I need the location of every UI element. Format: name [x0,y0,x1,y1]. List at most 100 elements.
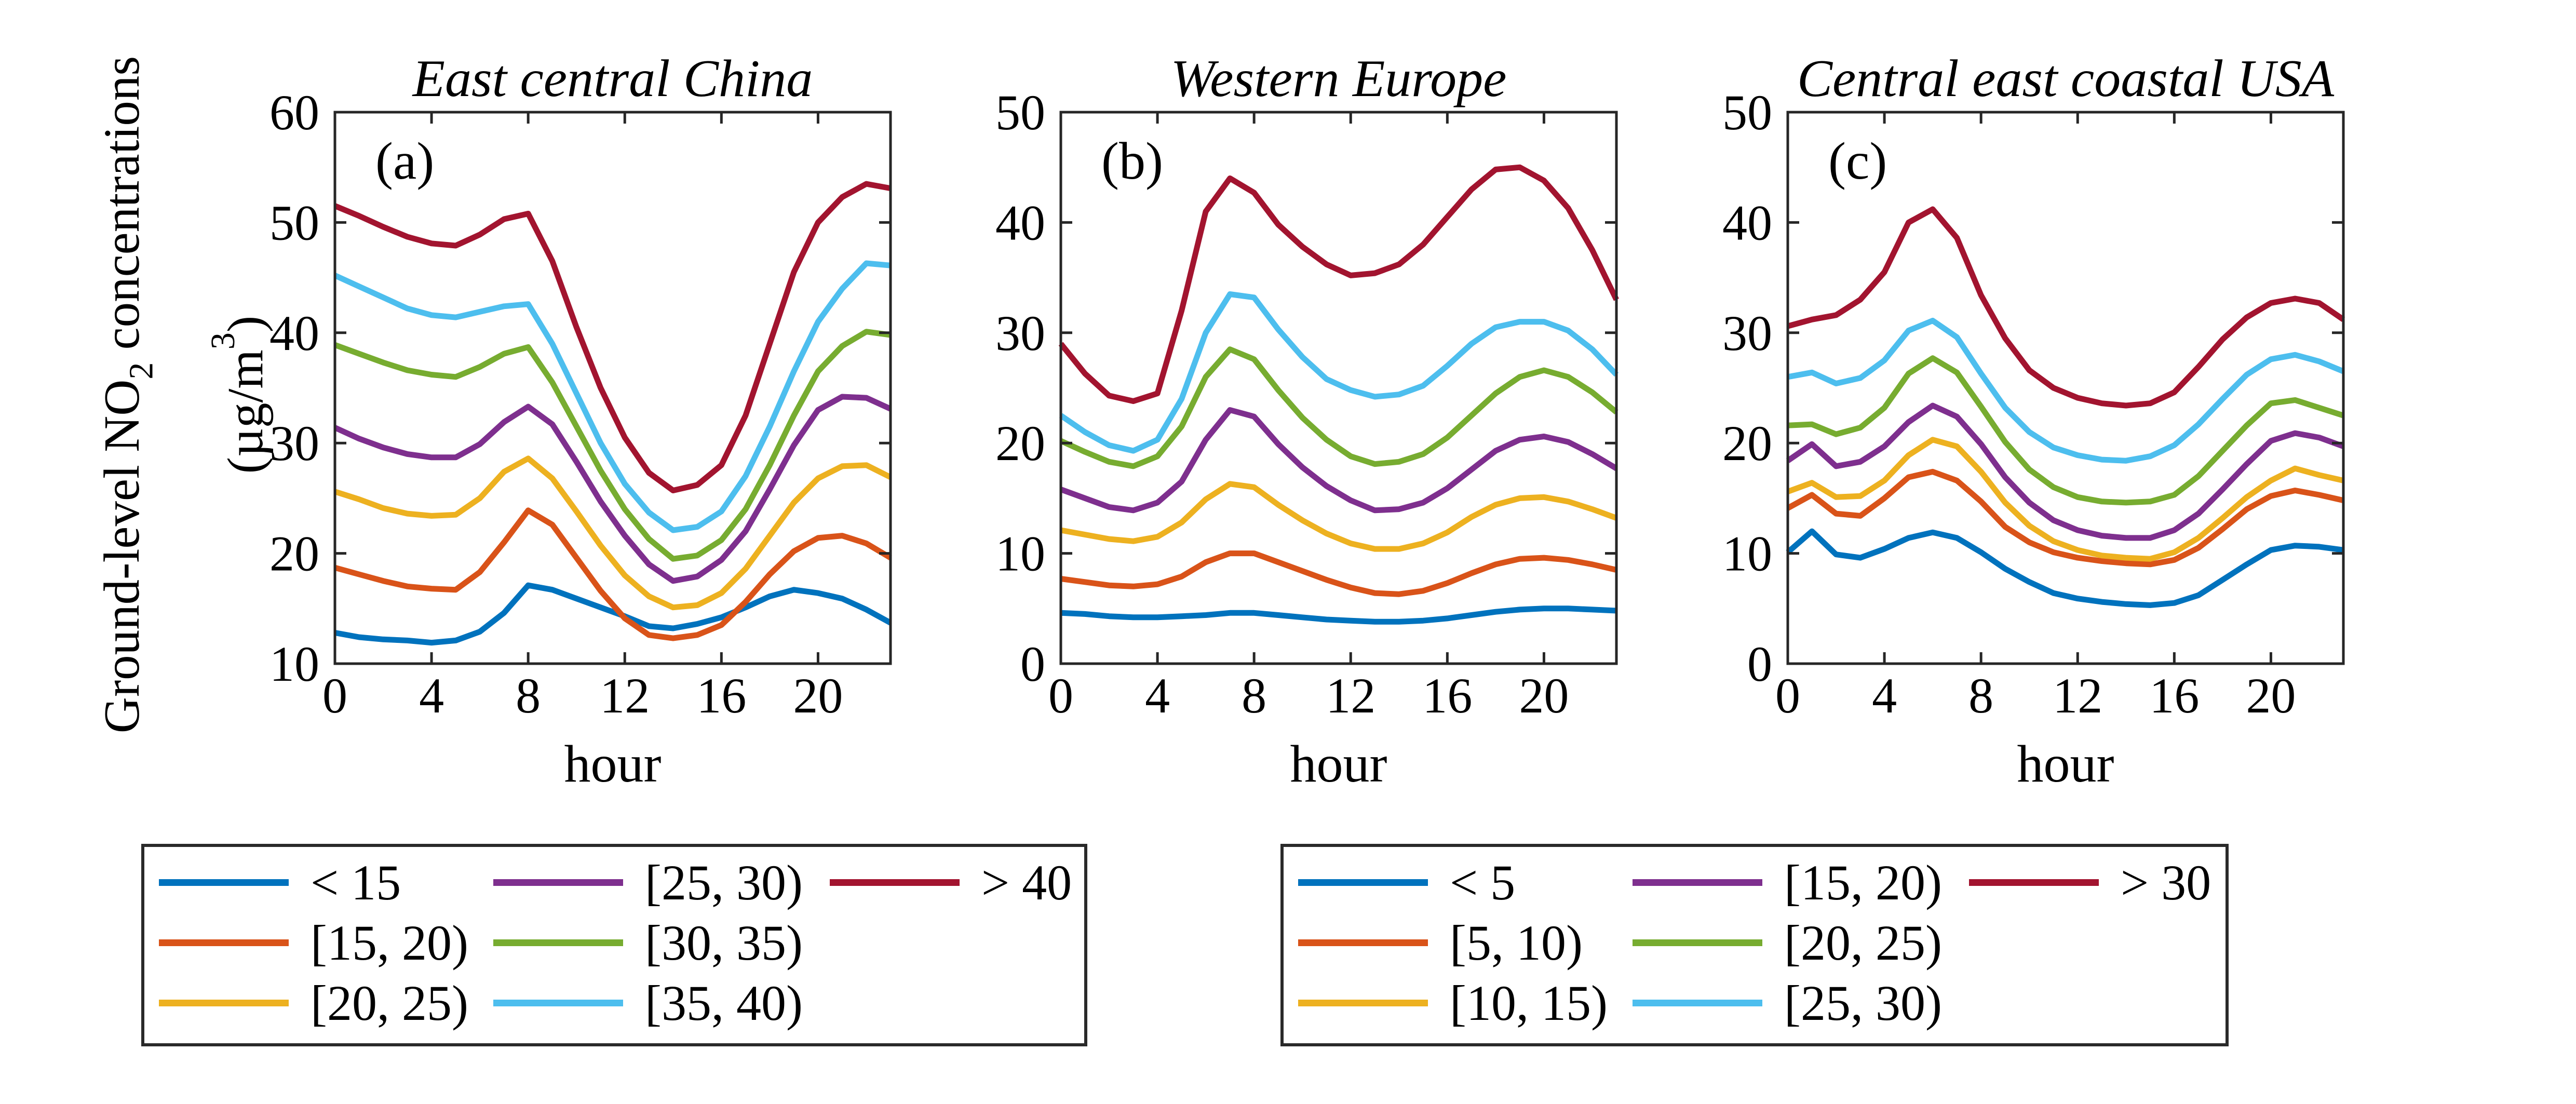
legend-label: [15, 20) [1784,854,1942,910]
series-line-cyan [1059,291,1619,454]
x-tick-label: 0 [1775,668,1800,723]
legend-item: [10, 15) [1298,973,1608,1033]
legend-swatch-dark_red [830,879,960,886]
panel-title: Central east coastal USA [1797,49,2335,108]
chart-panel-c: 0 4 8 12 16 20 0 10 20 30 40 50 Central east coastal… [1722,49,2345,793]
x-tick-label: 16 [1422,668,1472,723]
legend-item: [25, 30) [493,852,803,912]
x-tick-label: 8 [516,668,541,723]
axes-box [1786,111,2345,665]
panel-title: Western Europe [1171,49,1507,108]
series-line-yellow [1060,481,1617,552]
legend-label: [20, 25) [1784,914,1942,971]
series-line-blue [1786,528,2344,608]
legend-swatch-blue [159,879,289,886]
legend-label: [35, 40) [645,975,803,1031]
legend-item: [30, 35) [493,912,803,973]
x-tick-label: 12 [600,668,650,723]
legend-label: [25, 30) [645,854,803,910]
legend-swatch-green [493,939,623,946]
x-tick-label: 0 [322,668,347,723]
y-tick-label: 40 [1722,195,1772,250]
legend-label: [5, 10) [1450,914,1583,971]
series-line-dark_red [333,181,891,493]
x-tick-label: 12 [2053,668,2102,723]
series-line-cyan [333,260,891,533]
series-line-dark_red [1787,206,2345,409]
y-tick-label: 0 [1747,636,1772,692]
series-line-green [334,329,891,562]
y-tick-label: 50 [1722,85,1772,140]
legend-swatch-cyan [493,999,623,1006]
x-tick-label: 20 [1519,668,1569,723]
legend-item: [5, 10) [1298,912,1608,973]
y-tick-label: 60 [269,85,319,140]
y-tick-label: 10 [995,526,1045,582]
legend-china: < 15 [15, 20) [20, 25) [25, 30) [30, 35) [35,… [141,844,1087,1046]
legend-item: > 30 [1969,852,2211,912]
x-tick-label: 4 [1145,668,1170,723]
y-tick-label: 50 [269,195,319,250]
legend-column: > 40 [830,847,1072,912]
legend-label: [15, 20) [311,914,468,971]
y-tick-label: 10 [269,636,319,692]
legend-swatch-blue [1298,879,1428,886]
series-line-dark_red [1058,164,1619,404]
panel-title: East central China [412,49,813,108]
legend-item: [20, 25) [159,973,468,1033]
series-line-orange [334,507,892,641]
x-tick-label: 4 [1872,668,1897,723]
y-tick-label: 30 [995,305,1045,361]
legend-label: > 40 [981,854,1072,910]
legend-swatch-purple [1633,879,1762,886]
legend-item: [20, 25) [1633,912,1942,973]
x-tick-label: 16 [2149,668,2199,723]
x-axis-label: hour [2017,735,2114,793]
series-line-blue [334,582,892,646]
series-line-purple [333,394,892,584]
panel-letter: (c) [1828,132,1887,191]
legend-column: < 15 [15, 20) [20, 25) [159,847,468,1033]
legend-swatch-purple [493,879,623,886]
legend-column: [25, 30) [30, 35) [35, 40) [493,847,803,1033]
legend-column: [15, 20) [20, 25) [25, 30) [1633,847,1942,1033]
legend-item: [25, 30) [1633,973,1942,1033]
panel-letter: (b) [1101,132,1163,191]
legend-item: [15, 20) [1633,852,1942,912]
x-tick-label: 20 [2246,668,2296,723]
series-line-yellow [334,455,892,611]
y-tick-label: 10 [1722,526,1772,582]
y-tick-label: 50 [995,85,1045,140]
x-tick-label: 20 [793,668,843,723]
legend-swatch-orange [159,939,289,946]
legend-item: > 40 [830,852,1072,912]
x-tick-label: 8 [1968,668,1993,723]
y-tick-label: 20 [269,526,319,582]
series-line-green [1787,355,2344,506]
legend-swatch-dark_red [1969,879,2099,886]
legend-label: < 15 [311,854,401,910]
legend-column: > 30 [1969,847,2211,912]
y-tick-label: 40 [995,195,1045,250]
legend-column: < 5 [5, 10) [10, 15) [1298,847,1608,1033]
x-axis-label: hour [564,735,662,793]
axes-box [1059,111,1618,665]
legend-item: < 5 [1298,852,1608,912]
x-tick-label: 8 [1242,668,1266,723]
series-line-orange [1786,468,2344,568]
panel-letter: (a) [375,132,434,191]
chart-panel-a: 0 4 8 12 16 20 10 20 30 40 50 60 East central China (… [269,49,892,793]
legend-item: [35, 40) [493,973,803,1033]
legend-label: [25, 30) [1784,975,1942,1031]
x-tick-label: 16 [696,668,746,723]
y-tick-label: 30 [269,415,319,471]
series-line-cyan [1787,317,2345,464]
legend-swatch-orange [1298,939,1428,946]
y-tick-label: 0 [1020,636,1045,692]
legend-swatch-yellow [1298,999,1428,1006]
chart-panel-b: 0 4 8 12 16 20 0 10 20 30 40 50 Western Europe(b) hou… [995,49,1619,793]
x-tick-label: 4 [419,668,444,723]
legend-item: [15, 20) [159,912,468,973]
